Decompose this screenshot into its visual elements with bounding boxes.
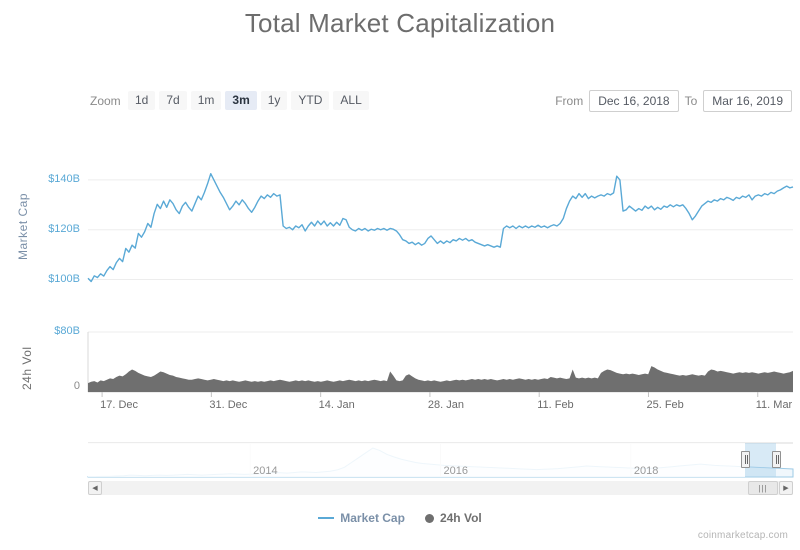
volume-area-series — [88, 366, 793, 392]
from-date-input[interactable]: Dec 16, 2018 — [589, 90, 679, 112]
page-title: Total Market Capitalization — [244, 8, 556, 38]
navigator-tick-label: 2016 — [443, 465, 468, 477]
zoom-button-ytd[interactable]: YTD — [291, 91, 330, 110]
zoom-label: Zoom — [90, 94, 121, 108]
to-date-input[interactable]: Mar 16, 2019 — [703, 90, 792, 112]
zoom-button-3m[interactable]: 3m — [225, 91, 257, 110]
zoom-button-1y[interactable]: 1y — [260, 91, 288, 110]
chart-legend: Market Cap 24h Vol — [0, 511, 800, 525]
legend-item-24h-vol[interactable]: 24h Vol — [424, 511, 482, 525]
x-axis-tick-marks — [101, 392, 759, 397]
zoom-button-1d[interactable]: 1d — [128, 91, 156, 110]
legend-label: 24h Vol — [439, 511, 482, 525]
x-axis-tick-label: 11. Mar — [755, 399, 793, 411]
x-axis-tick-label: 11. Feb — [537, 399, 574, 411]
navigator-series — [87, 442, 794, 478]
zoom-button-group: 1d 7d 1m 3m 1y YTD ALL — [128, 91, 369, 110]
zoom-button-all[interactable]: ALL — [333, 91, 369, 110]
dot-marker-icon — [424, 513, 434, 523]
volume-ytick-80b: $80B — [54, 325, 80, 337]
range-selector-bar: Zoom 1d 7d 1m 3m 1y YTD ALL From Dec 16, 2018 … — [0, 90, 800, 114]
x-axis-tick-label: 17. Dec — [100, 399, 139, 411]
market-cap-line-series — [87, 173, 794, 283]
market-cap-ytick-120b: $120B — [48, 222, 80, 235]
to-label: To — [684, 94, 698, 108]
zoom-button-7d[interactable]: 7d — [159, 91, 187, 110]
x-axis-tick-label: 14. Jan — [318, 399, 355, 411]
navigator-scrollbar-track[interactable] — [88, 481, 793, 495]
navigator-handle-right[interactable] — [772, 451, 781, 468]
x-axis-tick-label: 31. Dec — [209, 399, 248, 411]
triangle-left-icon[interactable]: ◀ — [88, 481, 102, 495]
volume-ytick-0: 0 — [73, 380, 80, 392]
x-axis-tick-label: 28. Jan — [427, 399, 465, 411]
navigator-tick-label: 2014 — [253, 465, 278, 477]
x-axis-tick-label: 25. Feb — [646, 399, 684, 411]
watermark: coinmarketcap.com — [697, 530, 788, 541]
zoom-button-1m[interactable]: 1m — [190, 91, 222, 110]
legend-label: Market Cap — [340, 511, 405, 525]
from-label: From — [555, 94, 584, 108]
market-cap-gridlines — [88, 179, 793, 281]
navigator-scrollbar-thumb[interactable]: ||| — [748, 481, 778, 495]
date-range-inputs: From Dec 16, 2018 To Mar 16, 2019 — [555, 90, 792, 112]
navigator-handle-left[interactable] — [741, 451, 750, 468]
market-cap-ytick-100b: $100B — [48, 272, 80, 285]
market-cap-ytick-140b: $140B — [48, 172, 80, 185]
legend-item-market-cap[interactable]: Market Cap — [318, 511, 405, 525]
triangle-right-icon[interactable]: ▶ — [779, 481, 793, 495]
line-marker-icon — [318, 517, 335, 519]
navigator-tick-label: 2018 — [633, 465, 659, 477]
